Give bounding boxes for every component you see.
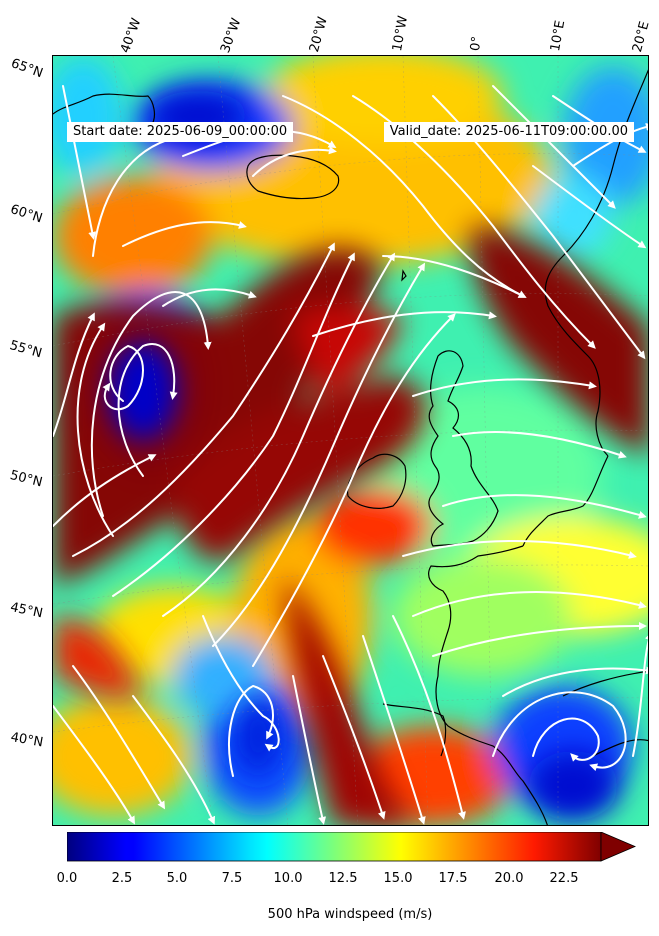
colorbar-tick: 7.5 (221, 871, 243, 886)
colorbar-tick: 20.0 (494, 871, 524, 886)
start-date-label: Start date: 2025-06-09_00:00:00 (67, 122, 294, 142)
lon-label-10w: 10°W (390, 14, 412, 53)
lon-label-30w: 30°W (218, 16, 245, 56)
colorbar-tick: 5.0 (166, 871, 188, 886)
colorbar-tick: 0.0 (56, 871, 78, 886)
colorbar (66, 831, 637, 868)
lat-label-55n: 55°N (7, 338, 44, 362)
colorbar-tick: 22.5 (549, 871, 579, 886)
lat-label-50n: 50°N (8, 468, 44, 491)
colorbar-tick: 12.5 (328, 871, 358, 886)
colorbar-gradient (66, 831, 637, 862)
colorbar-tick: 10.0 (273, 871, 303, 886)
lon-label-20e: 20°E (630, 19, 653, 54)
lat-label-60n: 60°N (8, 202, 45, 227)
lon-label-10e: 10°E (548, 19, 569, 53)
streamlines (53, 85, 648, 825)
colorbar-label: 500 hPa windspeed (m/s) (267, 907, 433, 922)
colorbar-tick: 2.5 (111, 871, 133, 886)
windspeed-map: Start date: 2025-06-09_00:00:00 Valid_da… (52, 55, 649, 826)
lon-label-40w: 40°W (118, 16, 145, 56)
valid-date-label: Valid_date: 2025-06-11T09:00:00.00 (383, 122, 634, 142)
lat-label-65n: 65°N (8, 56, 45, 82)
colorbar-tick: 15.0 (383, 871, 413, 886)
lon-label-20w: 20°W (307, 15, 331, 54)
colorbar-tick: 17.5 (438, 871, 468, 886)
lat-label-45n: 45°N (8, 600, 45, 622)
lat-label-40n: 40°N (9, 730, 45, 751)
lon-label-0: 0° (468, 35, 485, 53)
windspeed-field (53, 56, 648, 825)
